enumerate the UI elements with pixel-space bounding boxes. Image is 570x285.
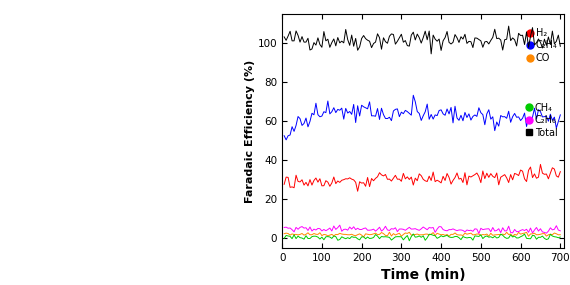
X-axis label: Time (min): Time (min) — [381, 268, 466, 282]
Legend: CH₄, C₂H₆, Total: CH₄, C₂H₆, Total — [524, 101, 559, 140]
Y-axis label: Faradaic Efficiency (%): Faradaic Efficiency (%) — [245, 60, 255, 203]
